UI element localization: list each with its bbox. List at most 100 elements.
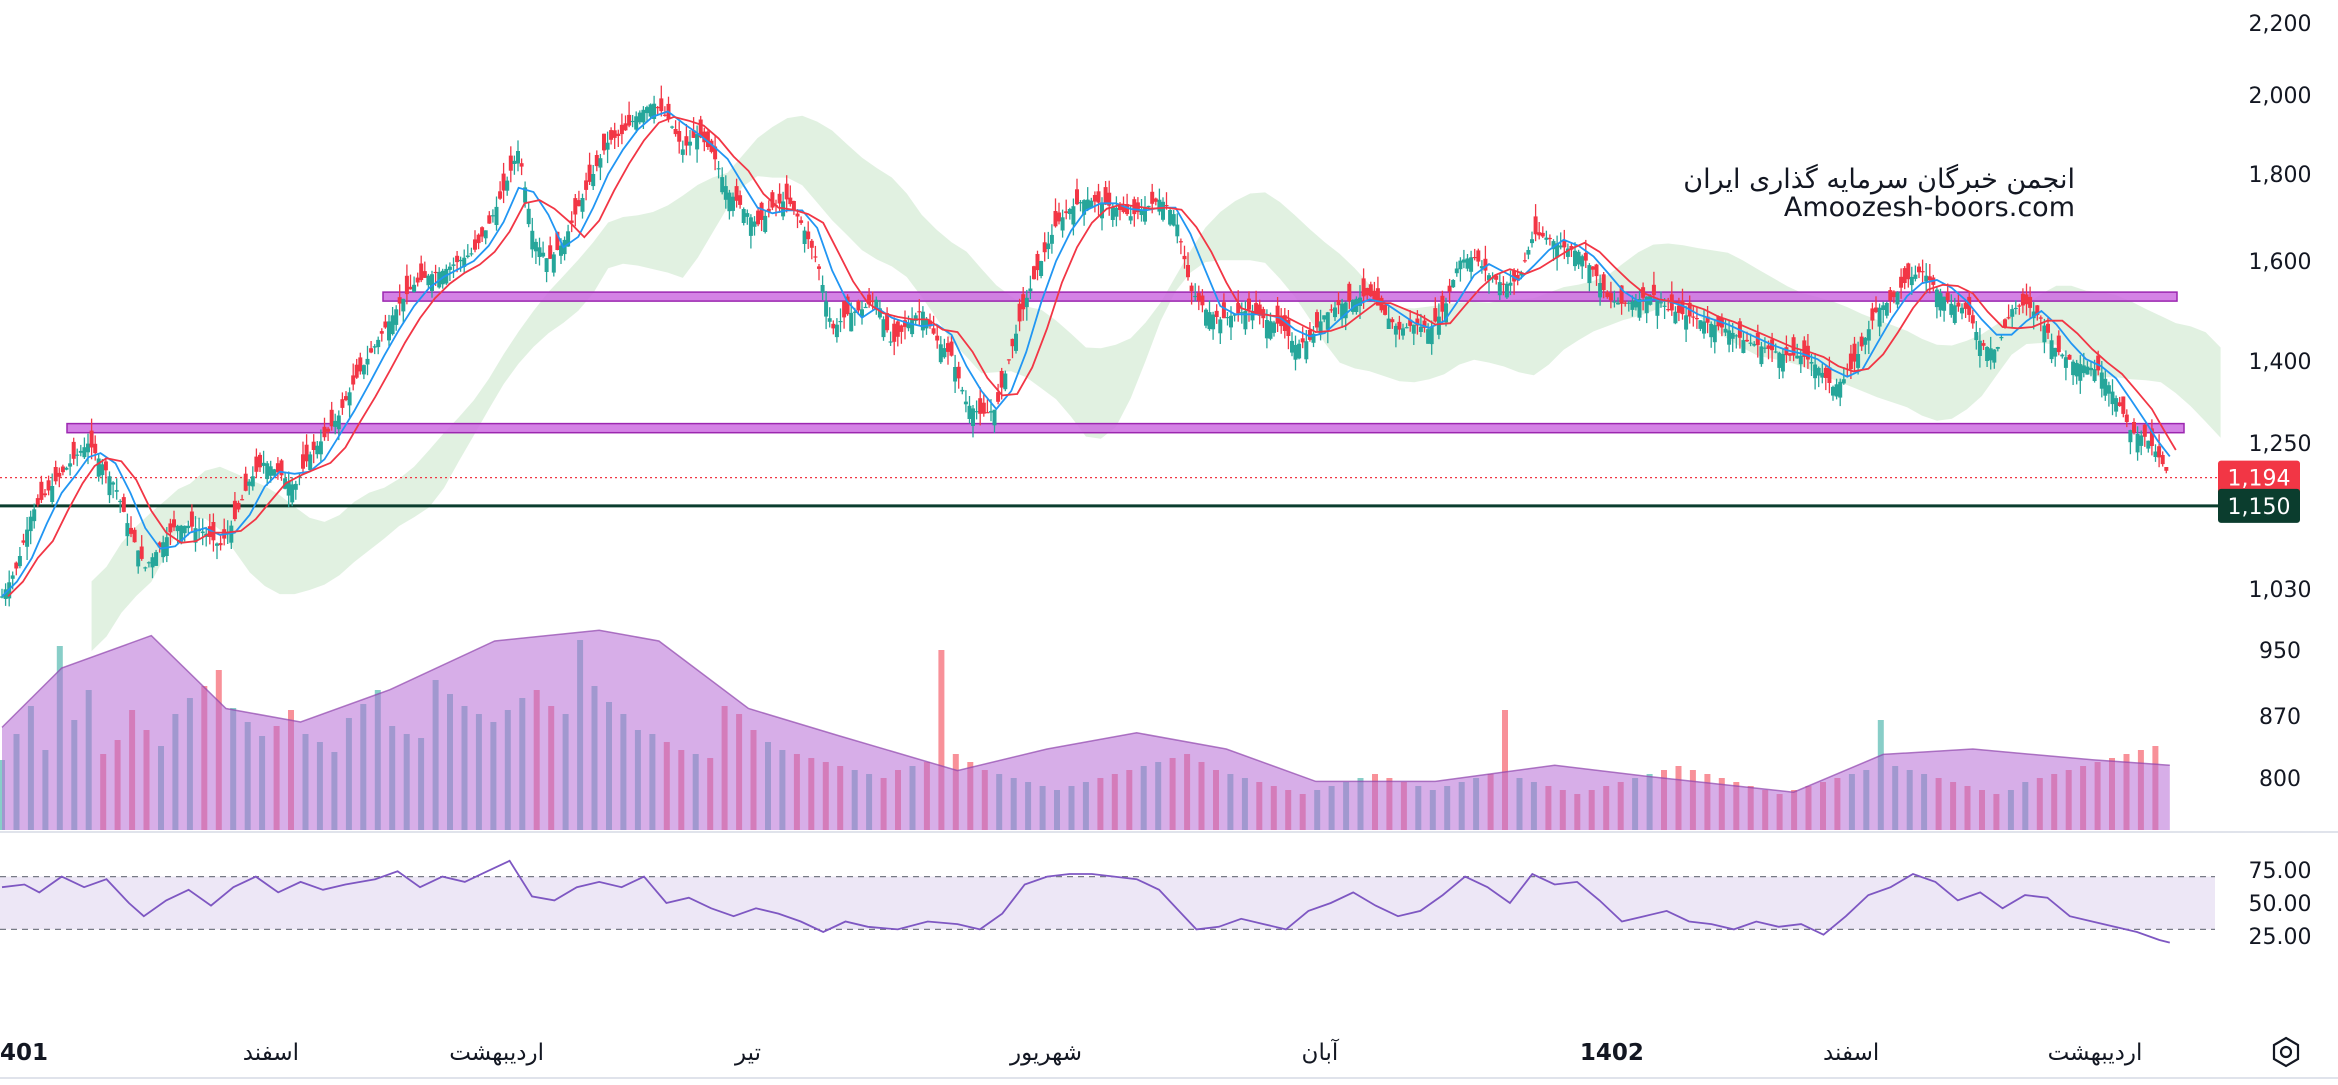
candle bbox=[232, 492, 237, 522]
candle bbox=[981, 392, 986, 417]
candle bbox=[1078, 200, 1083, 212]
candle bbox=[1325, 311, 1330, 344]
candle bbox=[1562, 229, 1567, 260]
candle bbox=[526, 201, 531, 228]
candle bbox=[1852, 336, 1857, 372]
candle bbox=[114, 478, 119, 500]
candle bbox=[1017, 298, 1022, 332]
candle bbox=[57, 467, 62, 488]
candle bbox=[1608, 281, 1613, 309]
candle bbox=[1633, 293, 1638, 311]
candle bbox=[2063, 350, 2068, 381]
gear-icon[interactable] bbox=[2272, 1036, 2300, 1068]
candle bbox=[365, 345, 370, 376]
candle bbox=[799, 216, 804, 225]
candle bbox=[752, 216, 757, 236]
candle bbox=[1168, 207, 1173, 227]
candle bbox=[53, 460, 58, 485]
candle bbox=[161, 535, 166, 563]
candle bbox=[462, 249, 467, 273]
candle bbox=[304, 434, 309, 467]
candle bbox=[275, 457, 280, 480]
candle bbox=[35, 494, 40, 507]
candle bbox=[784, 175, 789, 213]
candle bbox=[1440, 290, 1445, 325]
candle bbox=[727, 189, 732, 220]
candle bbox=[64, 466, 69, 471]
candle bbox=[1049, 224, 1054, 254]
candle bbox=[415, 272, 420, 287]
candle bbox=[1161, 197, 1165, 222]
candle bbox=[200, 518, 205, 546]
candle bbox=[1404, 323, 1409, 329]
candle bbox=[1247, 291, 1251, 322]
candle bbox=[1884, 301, 1889, 319]
candle bbox=[1261, 306, 1266, 328]
candle bbox=[1551, 239, 1556, 261]
candle bbox=[125, 513, 130, 546]
candle bbox=[845, 294, 850, 316]
candle bbox=[146, 561, 151, 568]
candle bbox=[942, 338, 947, 359]
candle bbox=[1530, 231, 1534, 248]
candle bbox=[318, 429, 323, 463]
candle bbox=[465, 244, 470, 259]
candle bbox=[1214, 304, 1219, 324]
candle bbox=[2139, 430, 2144, 456]
candle bbox=[215, 542, 219, 560]
candle bbox=[2006, 304, 2011, 320]
candle bbox=[1583, 239, 1588, 268]
candle bbox=[93, 435, 98, 461]
rsi-tick-label: 50.00 bbox=[2249, 892, 2312, 917]
candle bbox=[1293, 335, 1298, 371]
ma-fast-line bbox=[1, 110, 2171, 598]
candle bbox=[1497, 273, 1502, 300]
candle bbox=[609, 127, 614, 145]
candle bbox=[107, 471, 112, 504]
candle bbox=[1175, 213, 1180, 244]
candle bbox=[831, 320, 836, 335]
candle bbox=[1436, 303, 1441, 340]
candle bbox=[340, 392, 345, 415]
candle bbox=[369, 341, 374, 354]
candle bbox=[437, 267, 442, 289]
candle bbox=[1834, 378, 1839, 400]
candle bbox=[960, 386, 965, 395]
candle bbox=[695, 125, 700, 163]
candle bbox=[1046, 231, 1051, 259]
candle bbox=[1010, 338, 1015, 359]
horizontal-levels[interactable] bbox=[0, 291, 2220, 508]
candle bbox=[189, 504, 194, 533]
candle bbox=[971, 405, 975, 438]
candle bbox=[1877, 303, 1882, 337]
lower-zone[interactable] bbox=[66, 422, 2185, 434]
candle bbox=[272, 468, 277, 477]
candle bbox=[1522, 252, 1527, 263]
candle bbox=[154, 549, 159, 566]
candle bbox=[1444, 297, 1448, 327]
candle bbox=[1368, 281, 1373, 298]
candle bbox=[938, 336, 943, 364]
candle bbox=[3, 583, 8, 606]
candle bbox=[1512, 268, 1517, 295]
candle bbox=[32, 503, 37, 529]
upper-zone[interactable] bbox=[382, 291, 2178, 302]
time-axis[interactable]: 401 اسفند اردیبهشت تیر شهریور آبان 1402 اسفند ار… bbox=[0, 1038, 2142, 1066]
candle bbox=[1003, 370, 1008, 392]
candle bbox=[1401, 323, 1405, 340]
candle bbox=[1816, 366, 1821, 388]
candle bbox=[1698, 320, 1703, 332]
volume-bar bbox=[938, 650, 945, 830]
candle bbox=[634, 111, 639, 133]
candle bbox=[967, 396, 972, 424]
candle bbox=[903, 310, 907, 340]
time-tick-label: تیر bbox=[734, 1040, 761, 1066]
candle bbox=[645, 105, 649, 123]
candle bbox=[1411, 324, 1416, 345]
candle bbox=[118, 499, 123, 513]
candle bbox=[258, 452, 262, 472]
candle bbox=[827, 307, 832, 328]
price-axis[interactable]: 2,200 2,000 1,800 1,600 1,400 1,250 1,030 950 87… bbox=[2249, 12, 2312, 792]
